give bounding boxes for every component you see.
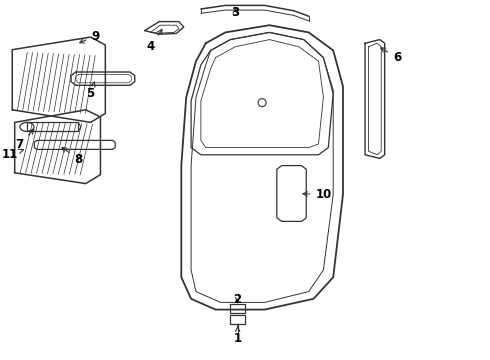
Text: 10: 10 — [303, 188, 332, 201]
Text: 7: 7 — [16, 130, 34, 150]
Text: 1: 1 — [234, 326, 242, 345]
Text: 2: 2 — [234, 293, 242, 306]
Text: 4: 4 — [147, 29, 162, 53]
Text: 3: 3 — [231, 6, 239, 19]
Text: 6: 6 — [381, 48, 401, 64]
Text: 5: 5 — [87, 82, 95, 100]
Text: 8: 8 — [62, 148, 82, 166]
Text: 9: 9 — [80, 30, 99, 43]
Text: 11: 11 — [1, 148, 24, 161]
